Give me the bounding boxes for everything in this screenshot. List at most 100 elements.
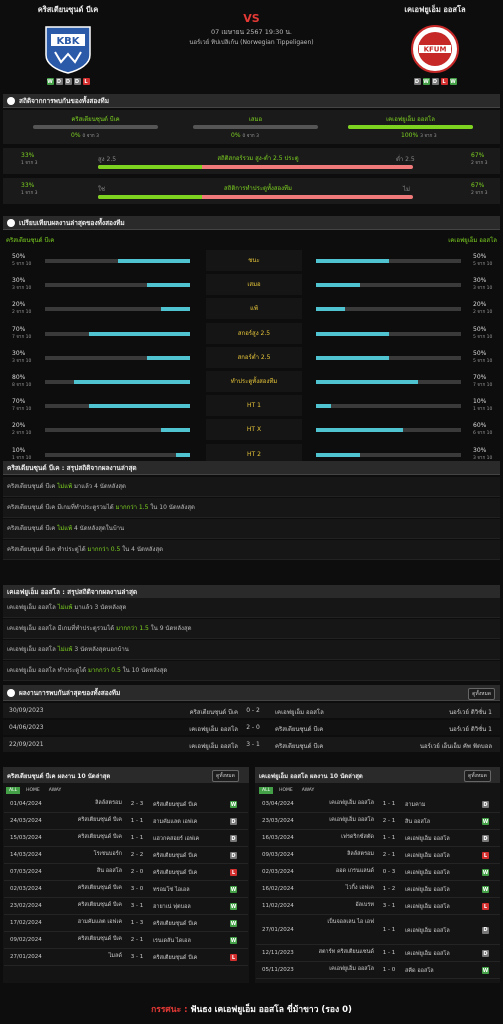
result-badge: W xyxy=(482,818,489,825)
tab-all[interactable]: ALL xyxy=(6,787,21,794)
compare-right-sub: 5 จาก 10 xyxy=(473,262,493,267)
h2h-match-row[interactable]: 30/09/2023 คริสเตียนซุนด์ บีเค 0 - 2 เคเอฟย… xyxy=(3,703,500,718)
last-match-row[interactable]: 17/02/2024 ฮามคัมแลต เอฟเค 1 - 3 คริสเตียนซ… xyxy=(4,915,248,932)
last-score: 2 - 1 xyxy=(382,818,396,824)
compare-left-bar xyxy=(45,355,190,360)
tab-all[interactable]: ALL xyxy=(259,787,274,794)
result-badge: L xyxy=(482,852,489,859)
last-date: 11/02/2024 xyxy=(262,903,294,909)
h2h-match-row[interactable]: 04/06/2023 เคเอฟยูเอ็ม ออสโล 2 - 0 คริสเตีย… xyxy=(3,720,500,735)
last-match-row[interactable]: 14/03/2024 โรเซนบอร์ก 2 - 2 คริสเตียนซุนด์ … xyxy=(4,847,248,864)
compare-label: สกอร์ต่ำ 2.5 xyxy=(206,346,302,368)
svg-text:KBK: KBK xyxy=(56,36,80,47)
last-match-row[interactable]: 27/01/2024 เบ็นจอลเลน ไอ เอฟ 1 - 1 เคเอฟยูเ… xyxy=(256,915,500,945)
h2h-view-all-button[interactable]: ดูทั้งหมด xyxy=(468,688,495,700)
summary-line: คริสเตียนซุนด์ บีเค มีเกมที่ทำประตูรวมได… xyxy=(3,498,500,518)
last-match-row[interactable]: 23/02/2024 คริสเตียนซุนด์ บีเค 3 - 1 ฮายาเน… xyxy=(4,898,248,915)
compare-label: แพ้ xyxy=(206,298,302,320)
compare-right-bar xyxy=(316,380,461,384)
away-last10-view-all[interactable]: ดูทั้งหมด xyxy=(464,770,491,782)
last-match-row[interactable]: 23/03/2024 เคเอฟยูเอ็ม ออสโล 2 - 1 สิน ออสโ… xyxy=(256,813,500,830)
ou-left-pct: 33% xyxy=(21,152,35,159)
compare-label: HT X xyxy=(206,419,302,441)
last-match-row[interactable]: 16/02/2024 ไวกิ้ง เอฟเค 1 - 2 เคเอฟยูเอ็ม อ… xyxy=(256,881,500,898)
h2h-draw-label: เสมอ xyxy=(248,116,263,123)
summary-highlight: ไม่แพ้ xyxy=(57,646,73,653)
h2h-home-pct: 0% 0 จาก 3 xyxy=(71,132,99,139)
compare-left-sub: 7 จาก 10 xyxy=(12,334,32,340)
h2h-matches-title: ผลงานการพบกันล่าสุดของทั้งสองทีม xyxy=(19,688,121,697)
last-match-row[interactable]: 02/03/2024 ออด เกรนแลนด์ 0 - 3 เคเอฟยูเอ็ม … xyxy=(256,864,500,881)
ball-icon xyxy=(7,218,15,227)
compare-right-value: 10% xyxy=(473,398,487,406)
compare-right-value: 50% xyxy=(473,325,487,333)
tab-home[interactable]: HOME xyxy=(279,788,293,793)
h2h-matches-header: ผลงานการพบกันล่าสุดของทั้งสองทีม xyxy=(3,685,500,701)
h2h-date: 04/06/2023 xyxy=(9,724,44,731)
last-match-row[interactable]: 11/02/2024 อัลเบรท 3 - 1 เคเอฟยูเอ็ม ออสโล L xyxy=(256,898,500,915)
compare-right-pct: 30% 3 จาก 10 xyxy=(473,277,492,291)
last-date: 17/02/2024 xyxy=(10,920,42,926)
ball-icon xyxy=(7,96,15,105)
last-match-row[interactable]: 16/03/2024 เฟรดริกซ์สตัด 1 - 1 เคเอฟยูเอ็ม … xyxy=(256,830,500,847)
summary-line: เคเอฟยูเอ็ม ออสโล ทำประตูได้ มากกว่า 0.5… xyxy=(3,661,500,681)
ou-right-pct: 67% xyxy=(471,152,485,159)
last-score: 2 - 2 xyxy=(130,852,144,858)
compare-row: 20% 2 จาก 10 แพ้ 20% 2 จาก 10 xyxy=(3,298,500,320)
compare-right-bar xyxy=(316,428,461,433)
form-badge: W xyxy=(422,78,430,85)
home-last10-panel xyxy=(3,767,249,983)
bts-right-label: ไม่ xyxy=(403,186,410,193)
last-score: 1 - 1 xyxy=(382,835,396,841)
compare-row: 50% 5 จาก 10 ชนะ 50% 5 จาก 10 xyxy=(3,250,500,272)
home-last10-view-all[interactable]: ดูทั้งหมด xyxy=(212,770,239,782)
last-match-row[interactable]: 27/01/2024 ไมลด์ 3 - 1 คริสเตียนซุนด์ บีเค L xyxy=(4,949,248,966)
last-match-row[interactable]: 15/03/2024 คริสเตียนซุนด์ บีเค 1 - 1 แฮวกคส… xyxy=(4,830,248,847)
away-team-name: เคเอฟยูเอ็ม ออสโล xyxy=(404,5,466,14)
last-away: ฮายาเน่ ฟุตบอล xyxy=(153,904,191,910)
last-date: 16/02/2024 xyxy=(262,886,294,892)
last-match-row[interactable]: 03/04/2024 เคเอฟยูเอ็ม ออสโล 1 - 1 ฮามคาม D xyxy=(256,796,500,813)
tab-away[interactable]: AWAY xyxy=(301,788,315,793)
summary-text: คริสเตียนซุนด์ บีเค ทำประตูได้ xyxy=(7,546,88,553)
bts-panel: 33% 1 จาก 3 ใช่ สถิติการทำประตูทั้งสองทีม… xyxy=(3,178,500,204)
compare-right-value: 70% xyxy=(473,374,487,381)
compare-away-name: เคเอฟยูเอ็ม ออสโล xyxy=(448,237,497,244)
summary-highlight: ไม่แพ้ xyxy=(57,604,73,611)
result-badge: L xyxy=(230,954,237,961)
compare-right-pct: 20% 2 จาก 10 xyxy=(473,301,492,315)
last-score: 2 - 3 xyxy=(130,801,144,807)
last-match-row[interactable]: 09/03/2024 ลิลล์สตรอม 2 - 1 เคเอฟยูเอ็ม ออส… xyxy=(256,847,500,864)
last-match-row[interactable]: 07/03/2024 สิน ออสโล 2 - 0 คริสเตียนซุนด์ บ… xyxy=(4,864,248,881)
last-match-row[interactable]: 02/03/2024 คริสเตียนซุนด์ บีเค 3 - 0 ทรอมโซ… xyxy=(4,881,248,898)
last-match-row[interactable]: 09/02/2024 คริสเตียนซุนด์ บีเค 2 - 1 เรนเดล… xyxy=(4,932,248,949)
summary-text: คริสเตียนซุนด์ บีเค มีเกมที่ทำประตูรวมได… xyxy=(7,504,116,511)
last-match-row[interactable]: 05/11/2023 เคเอฟยูเอ็ม ออสโล 1 - 0 สคีด ออส… xyxy=(256,962,500,979)
last-match-row[interactable]: 01/04/2024 ลิลล์สตรอม 2 - 3 คริสเตียนซุนด์ … xyxy=(4,796,248,813)
last-away: แฮวกคสอยร์ เอฟเค xyxy=(153,836,200,842)
compare-left-pct: 50% 5 จาก 10 xyxy=(12,253,31,267)
compare-left-sub: 3 จาก 10 xyxy=(12,358,32,364)
summary-text: เคเอฟยูเอ็ม ออสโล มีเกมที่ทำประตูรวมได้ xyxy=(7,625,117,632)
h2h-home: เคเอฟยูเอ็ม ออสโล xyxy=(189,743,238,750)
last-match-row[interactable]: 12/11/2023 สตาร์ท คริสเตียนแซนด์ 1 - 1 เคเอ… xyxy=(256,945,500,962)
match-date: 07 เมษายน 2567 19:30 น. xyxy=(210,28,292,36)
last-away: คริสเตียนซุนด์ บีเค xyxy=(153,870,198,876)
last-score: 1 - 2 xyxy=(382,886,396,892)
summary-text: คริสเตียนซุนด์ บีเค xyxy=(7,525,58,532)
compare-left-pct: 30% 3 จาก 10 xyxy=(12,350,31,364)
h2h-stats-header: สถิติจากการพบกันของทั้งสองทีม xyxy=(3,94,500,108)
tab-home[interactable]: HOME xyxy=(26,788,40,793)
h2h-home: เคเอฟยูเอ็ม ออสโล xyxy=(189,726,238,733)
h2h-match-row[interactable]: 22/09/2021 เคเอฟยูเอ็ม ออสโล 3 - 1 คริสเตีย… xyxy=(3,737,500,752)
result-badge: W xyxy=(230,903,237,910)
compare-left-sub: 8 จาก 10 xyxy=(12,383,32,388)
form-badge: L xyxy=(440,78,448,85)
compare-right-sub: 5 จาก 10 xyxy=(473,358,493,364)
compare-left-value: 10% xyxy=(12,446,26,454)
last-home: ลิลล์สตรอม xyxy=(95,800,122,806)
last-match-row[interactable]: 24/03/2024 คริสเตียนซุนด์ บีเค 1 - 1 ฮามคัม… xyxy=(4,813,248,830)
tab-away[interactable]: AWAY xyxy=(48,788,62,793)
